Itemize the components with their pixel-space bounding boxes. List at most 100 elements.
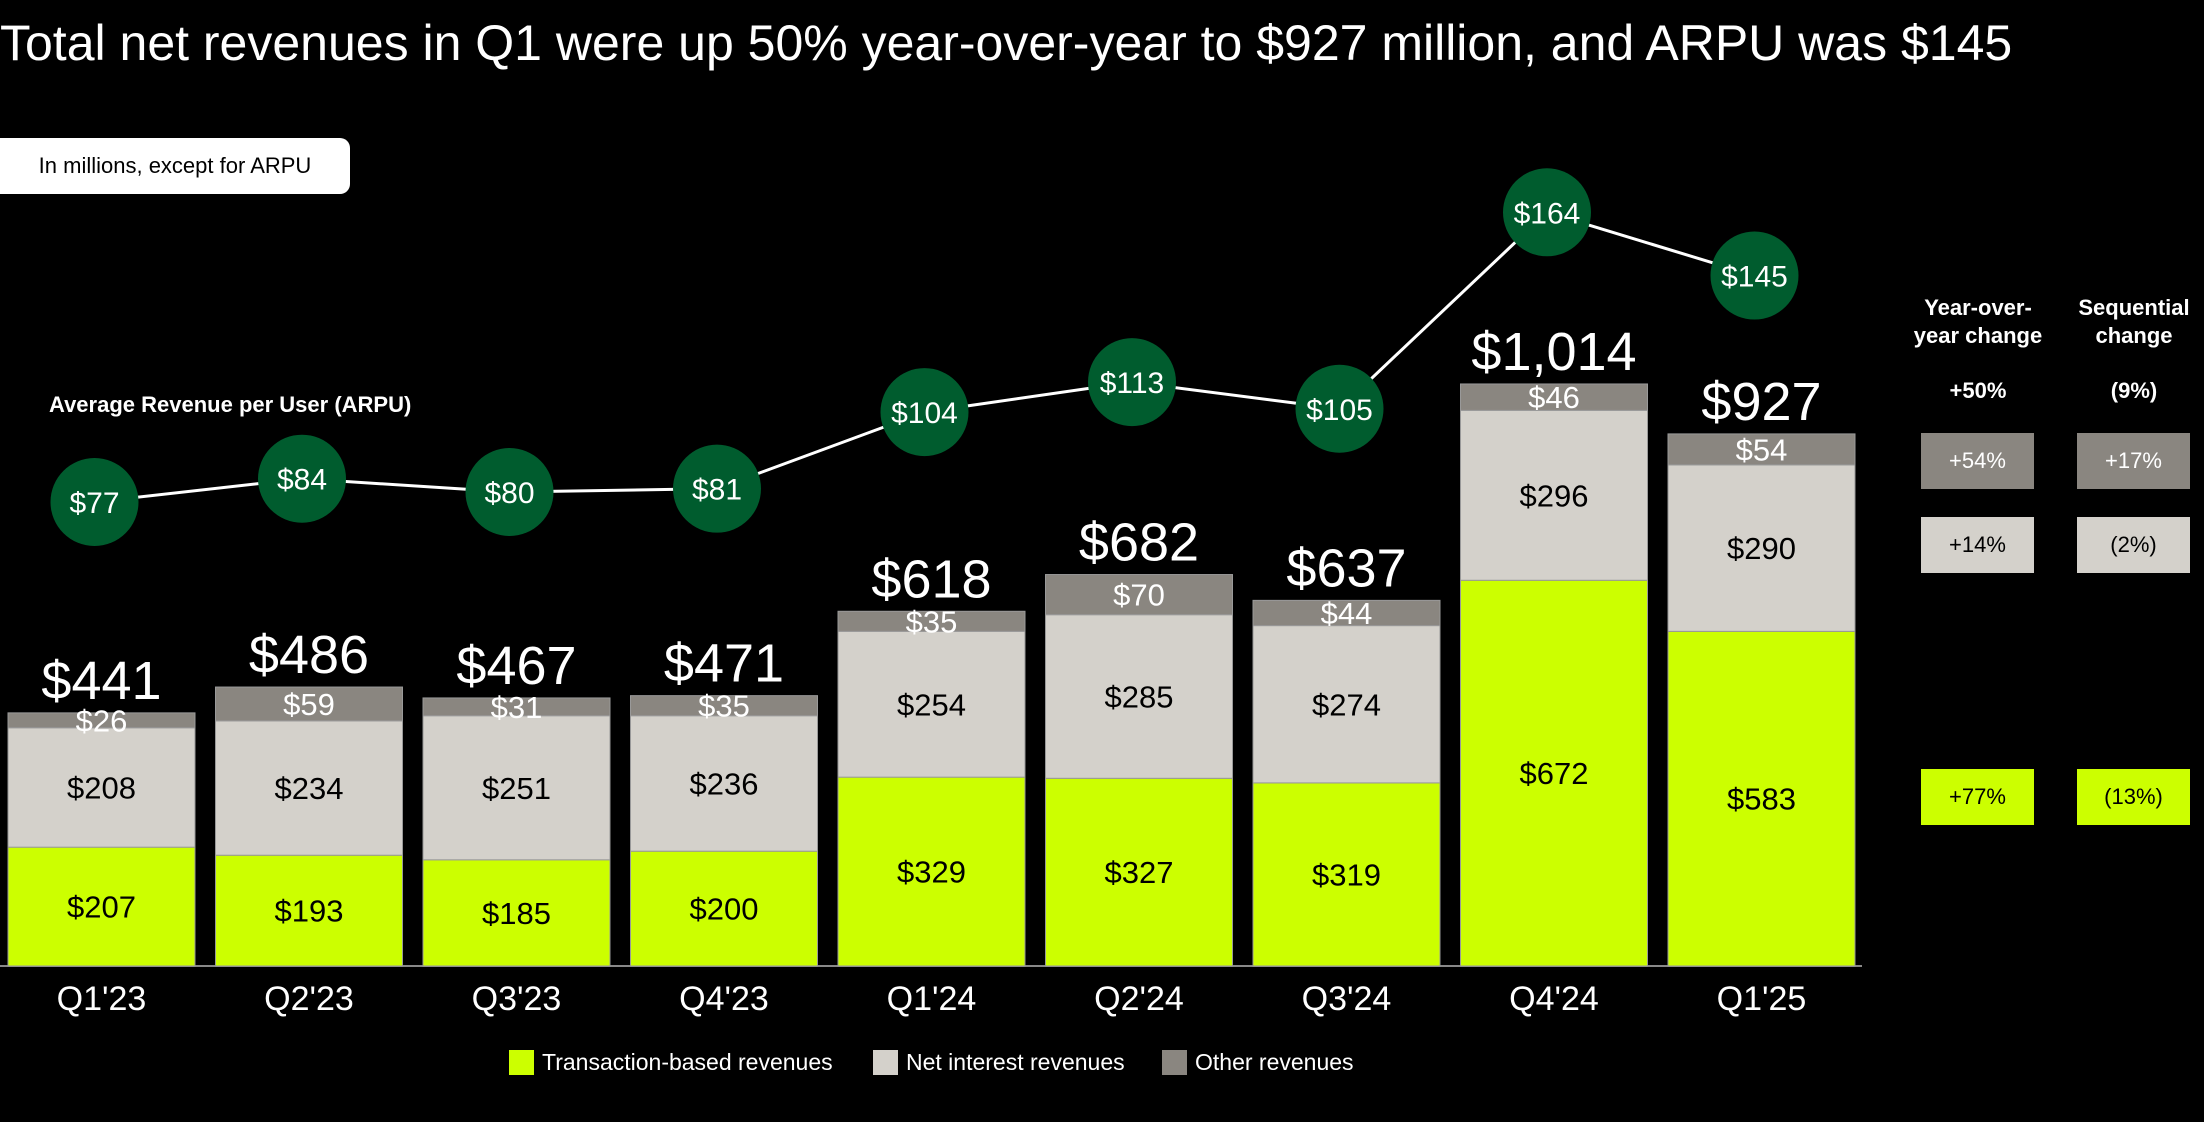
units-note: In millions, except for ARPU [0,138,350,194]
bar-segment-net-interest [422,715,611,861]
bar-segment-net-interest [1045,614,1233,779]
bar-segment-net-interest [1252,625,1441,784]
x-tick-label: Q3'24 [1302,980,1392,1018]
segment-label-transaction: $583 [1727,782,1796,817]
arpu-label: $145 [1721,261,1788,294]
x-tick-label: Q1'25 [1717,980,1807,1018]
bar-segment-transaction [422,859,611,967]
segment-label-other: $35 [698,689,750,724]
bar-segment-transaction [1252,782,1441,967]
segment-label-other: $31 [491,690,543,725]
arpu-label: Average Revenue per User (ARPU) [49,392,412,417]
arpu-point [1710,231,1799,320]
arpu-label: $81 [692,474,742,507]
bar-segment-transaction [630,850,818,967]
arpu-label: $113 [1100,367,1165,400]
arpu-label: $77 [69,487,119,520]
bar-segment-other [1667,433,1856,466]
segment-label-net-interest: $290 [1727,531,1796,566]
bar-segment-other [630,695,818,717]
total-label: $618 [871,549,991,609]
segment-label-net-interest: $208 [67,770,136,805]
segment-label-net-interest: $254 [897,687,966,722]
seq-net-interest: (2%) [2077,517,2190,573]
total-label: $637 [1286,538,1406,598]
bar-segment-net-interest [1460,409,1648,581]
arpu-point [880,368,969,457]
arpu-point [1503,168,1591,257]
x-tick-label: Q3'23 [472,980,562,1018]
bar-segment-net-interest [837,630,1026,778]
segment-label-net-interest: $236 [690,766,759,801]
total-label: $927 [1701,372,1821,432]
yoy-header: Year-over-year change [1913,295,2043,348]
total-label: $682 [1079,513,1199,573]
bar-segment-other [422,697,611,717]
x-tick-label: Q1'24 [887,980,977,1018]
x-tick-label: Q2'23 [264,980,354,1018]
legend-item-transaction: Transaction-based revenues [509,1049,833,1076]
total-label: $486 [249,625,369,685]
arpu-point [1295,364,1384,453]
segment-label-net-interest: $251 [482,771,551,806]
bar-segment-net-interest [7,727,196,848]
legend-item-net-interest: Net interest revenues [873,1049,1125,1076]
seq-header: Sequential change [2078,295,2190,348]
segment-label-other: $44 [1321,596,1373,631]
segment-label-transaction: $329 [897,855,966,890]
segment-label-transaction: $327 [1105,855,1174,890]
segment-label-net-interest: $234 [275,771,344,806]
seq-other: +17% [2077,433,2190,489]
page-title: Total net revenues in Q1 were up 50% yea… [0,15,2013,71]
legend-swatch [873,1050,898,1075]
arpu-point [1088,338,1176,427]
segment-label-net-interest: $285 [1105,680,1174,715]
arpu-label: $104 [891,397,958,430]
segment-label-other: $26 [76,703,128,738]
segment-label-other: $54 [1736,432,1788,467]
x-tick-label: Q4'23 [679,980,769,1018]
yoy-transaction: +77% [1921,769,2034,825]
arpu-point [465,448,554,537]
arpu-label: $84 [277,464,327,497]
legend-swatch [509,1050,534,1075]
yoy-other: +54% [1921,433,2034,489]
legend-label: Net interest revenues [906,1049,1125,1075]
segment-label-other: $70 [1113,578,1165,613]
bar-segment-transaction [215,854,403,967]
bar-segment-net-interest [215,720,403,856]
arpu-point [673,444,761,533]
legend-item-other: Other revenues [1162,1049,1354,1076]
bar-segment-other [1045,574,1233,616]
seq-total: (9%) [2110,378,2158,403]
total-label: $441 [41,651,161,711]
segment-label-transaction: $319 [1312,857,1381,892]
bar-segment-transaction [1667,630,1856,967]
segment-label-other: $46 [1528,380,1580,415]
bar-segment-other [837,610,1026,632]
legend-swatch [1162,1050,1187,1075]
bar-segment-other [1460,383,1648,411]
x-tick-label: Q2'24 [1094,980,1184,1018]
arpu-label: $105 [1306,394,1373,427]
segment-label-transaction: $193 [275,894,344,929]
x-tick-label: Q1'23 [57,980,147,1018]
bar-segment-transaction [1045,777,1233,967]
total-label: $471 [664,634,784,694]
arpu-point [258,434,346,523]
segment-label-other: $35 [906,604,958,639]
bar-segment-transaction [7,846,196,967]
segment-label-transaction: $185 [482,896,551,931]
yoy-total: +50% [1949,378,2007,403]
arpu-label: $164 [1514,197,1581,230]
bar-segment-other [215,686,403,722]
segment-label-net-interest: $296 [1520,478,1589,513]
bar-segment-net-interest [630,715,818,852]
yoy-net-interest: +14% [1921,517,2034,573]
x-tick-label: Q4'24 [1509,980,1599,1018]
legend-label: Transaction-based revenues [542,1049,833,1075]
bar-segment-net-interest [1667,464,1856,632]
bar-segment-transaction [837,776,1026,967]
segment-label-transaction: $207 [67,890,136,925]
